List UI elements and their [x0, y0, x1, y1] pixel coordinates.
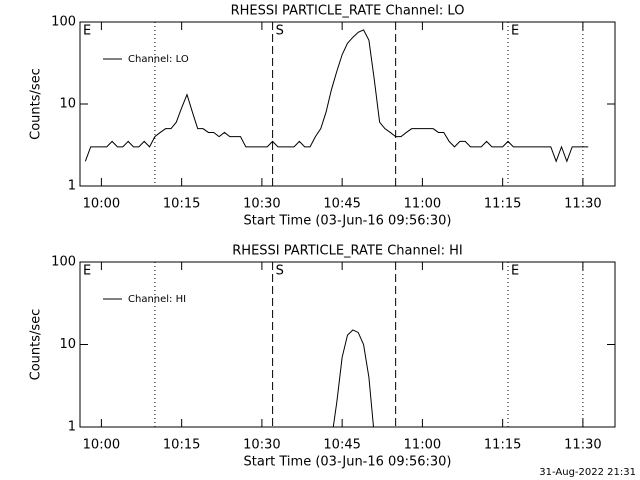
x-tick-label: 11:30	[564, 438, 601, 453]
y-tick-label: 100	[51, 255, 76, 270]
y-axis-label: Counts/sec	[29, 68, 44, 140]
footer-date: 31-Aug-2022 21:31	[539, 467, 636, 478]
x-tick-label: 11:15	[484, 197, 521, 212]
x-tick-label: 11:15	[484, 438, 521, 453]
x-tick-label: 10:30	[243, 197, 280, 212]
marker-label: E	[511, 24, 519, 39]
y-tick-label: 10	[59, 337, 76, 352]
x-tick-label: 10:15	[163, 197, 200, 212]
marker-label: S	[276, 24, 284, 39]
data-line	[84, 29, 589, 163]
panel: RHESSI PARTICLE_RATE Channel: LO 1 10 100 10…	[29, 4, 616, 229]
x-axis-label: Start Time (03-Jun-16 09:56:30)	[244, 455, 452, 470]
panel: RHESSI PARTICLE_RATE Channel: HI 1 10 100 10…	[29, 244, 616, 470]
y-axis-label: Counts/sec	[29, 309, 44, 381]
x-tick-label: 10:15	[163, 438, 200, 453]
x-axis-label: Start Time (03-Jun-16 09:56:30)	[244, 214, 452, 229]
x-tick-label: 11:00	[404, 438, 441, 453]
x-tick-label: 10:00	[83, 197, 120, 212]
data-line	[332, 329, 375, 427]
x-tick-label: 11:00	[404, 197, 441, 212]
marker-label: S	[276, 264, 284, 279]
x-tick-label: 10:00	[83, 438, 120, 453]
x-tick-label: 10:45	[323, 197, 360, 212]
x-tick-label: 10:30	[243, 438, 280, 453]
marker-label: E	[511, 264, 519, 279]
chart-title: RHESSI PARTICLE_RATE Channel: LO	[231, 4, 465, 19]
legend-label: Channel: HI	[128, 294, 186, 305]
x-tick-label: 11:30	[564, 197, 601, 212]
x-tick-label: 10:45	[323, 438, 360, 453]
marker-label: E	[83, 264, 91, 279]
chart-title: RHESSI PARTICLE_RATE Channel: HI	[232, 244, 462, 259]
y-tick-label: 10	[59, 97, 76, 112]
y-tick-label: 1	[68, 420, 76, 435]
marker-label: E	[83, 24, 91, 39]
y-tick-label: 1	[68, 179, 76, 194]
y-tick-label: 100	[51, 15, 76, 30]
legend-label: Channel: LO	[128, 54, 189, 65]
